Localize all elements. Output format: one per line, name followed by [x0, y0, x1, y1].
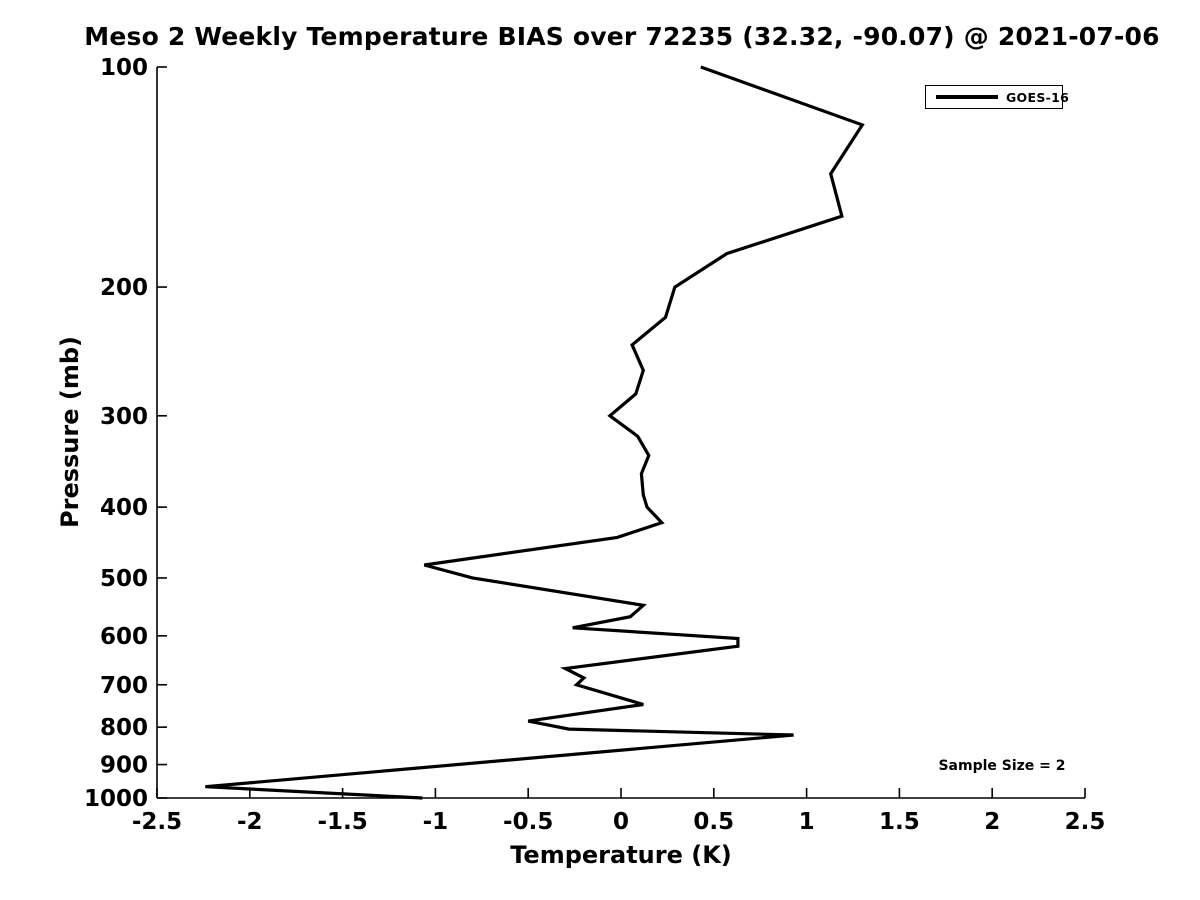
y-tick-label: 100 — [100, 55, 148, 81]
sample-size-note: Sample Size = 2 — [938, 758, 1066, 774]
chart-title: Meso 2 Weekly Temperature BIAS over 7223… — [84, 22, 1160, 51]
x-tick-label: -2.5 — [132, 809, 182, 835]
x-tick-label: -0.5 — [503, 809, 553, 835]
legend-label-goes16: GOES-16 — [1006, 89, 1070, 105]
x-tick-label: 1 — [799, 809, 815, 835]
legend: GOES-16 — [925, 85, 1069, 109]
x-tick-label: 2 — [984, 809, 1000, 835]
y-tick-label: 500 — [100, 566, 148, 592]
x-axis-label: Temperature (K) — [510, 841, 732, 869]
x-tick-label: 0 — [613, 809, 629, 835]
y-tick-label: 400 — [100, 495, 148, 521]
y-tick-label: 200 — [100, 275, 148, 301]
y-tick-label: 1000 — [84, 786, 148, 812]
x-tick-label: 0.5 — [693, 809, 734, 835]
legend-line-icon — [936, 95, 998, 99]
y-tick-label: 300 — [100, 404, 148, 430]
y-tick-label: 900 — [100, 753, 148, 779]
series-line-goes16 — [205, 65, 865, 800]
y-tick-label: 700 — [100, 673, 148, 699]
x-tick-label: -1.5 — [317, 809, 367, 835]
y-tick-label: 600 — [100, 624, 148, 650]
x-tick-label: -1 — [423, 809, 449, 835]
x-tick-label: 2.5 — [1065, 809, 1106, 835]
x-tick-label: 1.5 — [879, 809, 920, 835]
y-tick-label: 800 — [100, 715, 148, 741]
x-tick-label: -2 — [237, 809, 263, 835]
